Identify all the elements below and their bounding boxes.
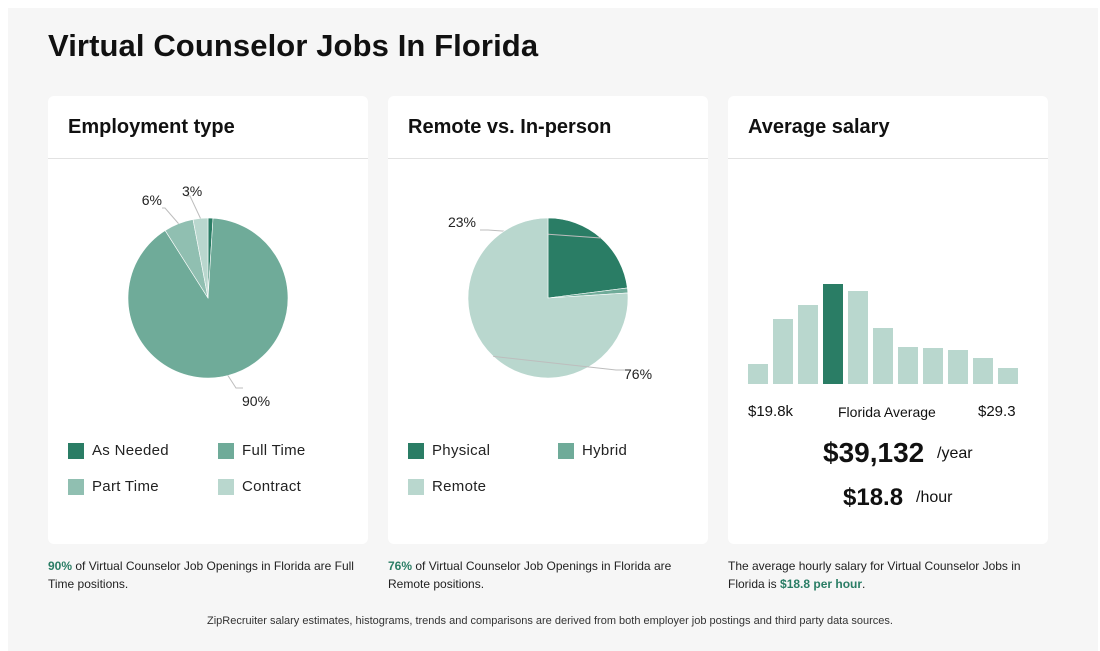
legend-swatch-remote bbox=[408, 478, 424, 495]
legend-swatch-contract bbox=[218, 478, 234, 495]
legend-swatch-as-needed bbox=[68, 442, 84, 459]
employment-label-contract: 3% bbox=[182, 183, 202, 199]
legend-label-full-time: Full Time bbox=[242, 442, 306, 459]
salary-card: Average salary $19.8k Florida Average $2… bbox=[728, 96, 1048, 544]
legend-remote: Remote bbox=[408, 478, 486, 495]
employment-leader-full-time bbox=[227, 375, 243, 389]
salary-low-label: $19.8k bbox=[748, 403, 794, 420]
remote-caption-highlight: 76% bbox=[388, 559, 413, 573]
legend-label-hybrid: Hybrid bbox=[582, 442, 628, 459]
employment-pie-chart: 90% 6% 3% bbox=[127, 183, 289, 409]
employment-label-part-time: 6% bbox=[142, 192, 162, 208]
remote-leader-physical bbox=[480, 229, 601, 239]
salary-hourly-value: $18.8 bbox=[843, 484, 904, 511]
salary-caption-end: . bbox=[862, 577, 866, 591]
salary-bar bbox=[898, 347, 918, 384]
remote-pie-chart: 23% 76% bbox=[448, 214, 652, 382]
remote-slice-remote bbox=[467, 217, 629, 379]
salary-bar bbox=[873, 328, 893, 384]
legend-label-contract: Contract bbox=[242, 478, 302, 495]
remote-label-physical: 23% bbox=[448, 214, 476, 230]
card-divider bbox=[728, 158, 1048, 159]
salary-yearly-value: $39,132 bbox=[823, 437, 925, 468]
employment-type-title: Employment type bbox=[68, 116, 235, 138]
card-divider bbox=[48, 158, 368, 159]
salary-title: Average salary bbox=[748, 116, 890, 138]
salary-bar bbox=[823, 284, 843, 384]
salary-bar bbox=[998, 368, 1018, 384]
page-title: Virtual Counselor Jobs In Florida bbox=[48, 28, 539, 63]
salary-caption: The average hourly salary for Virtual Co… bbox=[728, 557, 1038, 593]
employment-slice-full-time bbox=[127, 217, 289, 379]
remote-label-remote: 76% bbox=[624, 366, 652, 382]
legend-physical: Physical bbox=[408, 442, 490, 459]
legend-label-part-time: Part Time bbox=[92, 478, 159, 495]
salary-caption-text: The average hourly salary for Virtual Co… bbox=[728, 559, 1021, 591]
salary-bar bbox=[948, 350, 968, 384]
salary-bar bbox=[773, 319, 793, 384]
legend-label-as-needed: As Needed bbox=[92, 442, 169, 459]
salary-histogram bbox=[748, 284, 1018, 384]
employment-caption-highlight: 90% bbox=[48, 559, 73, 573]
footnote: ZipRecruiter salary estimates, histogram… bbox=[207, 615, 893, 627]
remote-leader-remote bbox=[493, 355, 624, 371]
salary-bar bbox=[973, 358, 993, 384]
remote-slice-physical bbox=[547, 217, 628, 299]
legend-full-time: Full Time bbox=[218, 442, 306, 459]
legend-part-time: Part Time bbox=[68, 478, 159, 495]
legend-label-physical: Physical bbox=[432, 442, 491, 459]
remote-caption-text: of Virtual Counselor Job Openings in Flo… bbox=[388, 559, 672, 591]
salary-mid-label: Florida Average bbox=[838, 404, 936, 420]
employment-leader-part-time bbox=[162, 207, 179, 224]
legend-swatch-hybrid bbox=[558, 442, 574, 459]
salary-bar bbox=[798, 305, 818, 384]
legend-as-needed: As Needed bbox=[68, 442, 169, 459]
legend-hybrid: Hybrid bbox=[558, 442, 627, 459]
employment-label-full-time: 90% bbox=[242, 393, 270, 409]
employment-caption-text: of Virtual Counselor Job Openings in Flo… bbox=[48, 559, 354, 591]
legend-contract: Contract bbox=[218, 478, 301, 495]
salary-high-label: $29.3 bbox=[978, 403, 1016, 420]
salary-yearly-unit: /year bbox=[937, 445, 973, 462]
legend-swatch-part-time bbox=[68, 478, 84, 495]
employment-caption: 90% of Virtual Counselor Job Openings in… bbox=[48, 557, 363, 593]
remote-card: Remote vs. In-person 23% 76% Physical Hyb… bbox=[388, 96, 708, 544]
salary-caption-highlight: $18.8 per hour bbox=[780, 577, 863, 591]
remote-caption: 76% of Virtual Counselor Job Openings in… bbox=[388, 557, 688, 593]
salary-bar bbox=[848, 291, 868, 384]
salary-bar bbox=[923, 348, 943, 384]
remote-title: Remote vs. In-person bbox=[408, 116, 612, 138]
card-divider bbox=[388, 158, 708, 159]
salary-bar bbox=[748, 364, 768, 384]
salary-hourly-unit: /hour bbox=[916, 489, 953, 506]
legend-label-remote: Remote bbox=[432, 478, 487, 495]
legend-swatch-physical bbox=[408, 442, 424, 459]
employment-leader-contract bbox=[186, 195, 201, 219]
legend-swatch-full-time bbox=[218, 442, 234, 459]
employment-type-card: Employment type 90% 6% 3% As Needed Full T… bbox=[48, 96, 368, 544]
